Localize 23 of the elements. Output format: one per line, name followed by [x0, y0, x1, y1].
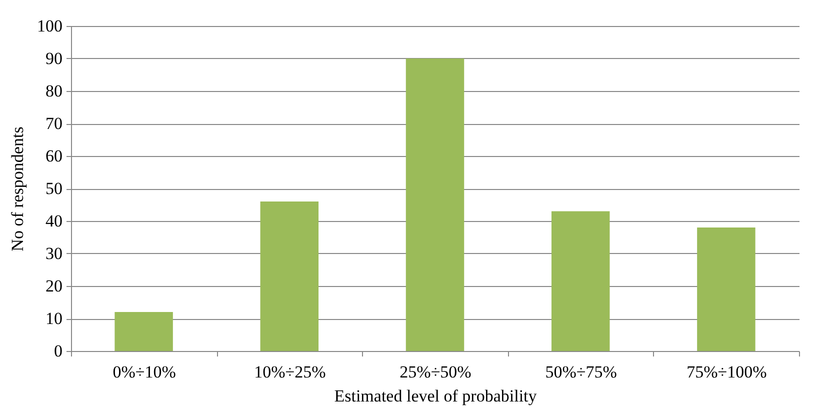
y-axis-title: No of respondents: [8, 126, 27, 252]
y-tick-label: 50: [46, 179, 62, 198]
bar: [697, 228, 756, 351]
x-tick-label: 10%÷25%: [254, 362, 326, 382]
y-tick-label: 70: [46, 114, 62, 133]
y-tick-label: 80: [46, 82, 62, 100]
x-tick-label: 0%÷10%: [112, 362, 176, 382]
y-tick-label: 60: [46, 146, 62, 166]
bar: [551, 211, 610, 351]
y-tick-label: 100: [37, 16, 62, 36]
x-axis-title: Estimated level of probability: [334, 386, 538, 406]
y-tick-label: 20: [46, 276, 62, 296]
bar: [114, 312, 173, 351]
y-tick-label: 40: [46, 212, 62, 230]
y-tick-label: 0: [54, 342, 62, 360]
bar: [260, 202, 319, 351]
y-tick-label: 30: [46, 244, 62, 263]
x-tick-label: 25%÷50%: [400, 362, 472, 382]
y-tick-label: 90: [46, 49, 62, 68]
x-tick-label: 75%÷100%: [686, 362, 767, 382]
x-tick-label: 50%÷75%: [545, 362, 617, 382]
y-tick-label: 10: [46, 309, 62, 328]
bar: [406, 58, 464, 351]
